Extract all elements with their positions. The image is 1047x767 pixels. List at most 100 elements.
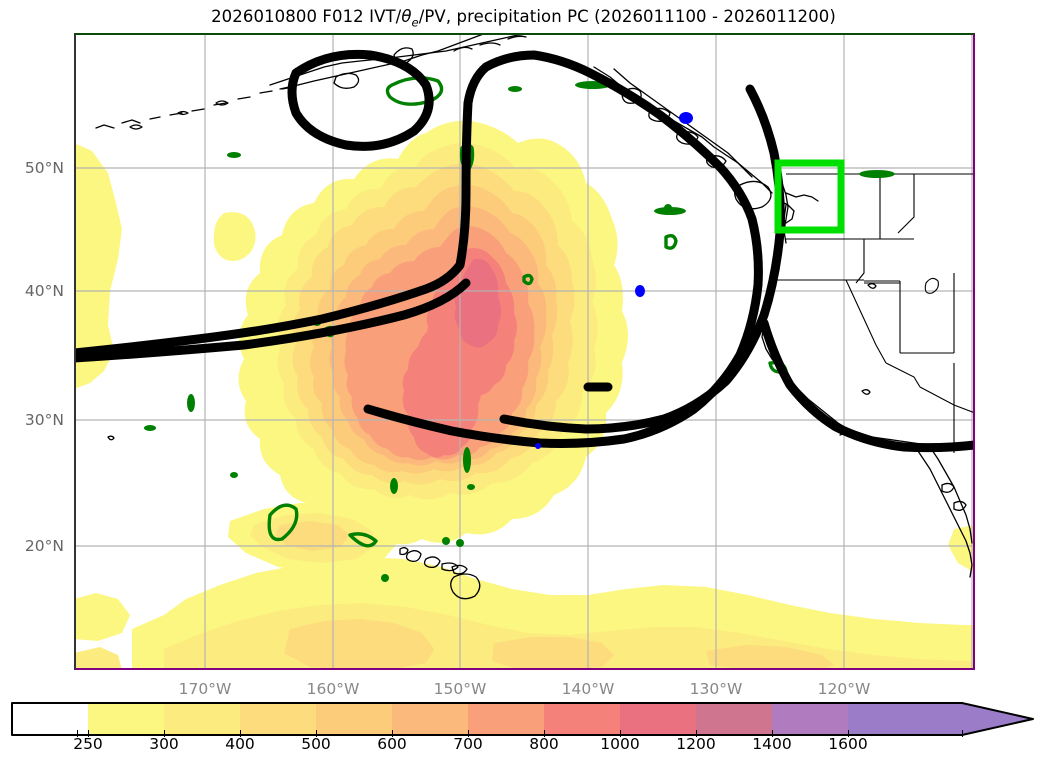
theta-e-marker-o	[664, 204, 672, 212]
border-ca-az	[885, 362, 921, 388]
blue-marker-b	[535, 443, 541, 449]
ivt-contour-250-se-sliver	[948, 525, 975, 573]
cb-label-800: 800	[529, 735, 559, 753]
xtick-label-160w: 160°W	[306, 680, 360, 698]
ivt-contour-400-south-band-c	[706, 645, 834, 670]
coast-baja-island-a	[941, 482, 955, 493]
ytick-label-50n: 50°N	[24, 159, 64, 177]
pv-contour-alaska-closed	[287, 49, 434, 151]
cb-seg-250	[88, 703, 164, 735]
cb-seg-1400	[772, 703, 848, 735]
coast-aleutian-islet-3	[215, 100, 229, 106]
theta-e-marker-l	[442, 537, 450, 545]
coast-aleutian-islet-1	[129, 124, 143, 130]
coast-aleutian-islet-2	[177, 110, 189, 116]
theta-e-marker-p	[859, 170, 895, 178]
coast-islet-a	[107, 435, 115, 441]
coast-vancouver-island	[734, 180, 772, 210]
title-middle: /PV, precipitation PC (	[418, 7, 601, 26]
theta-e-marker-j	[467, 484, 475, 490]
coast-hawaii-molokai	[441, 562, 459, 572]
cb-label-250: 250	[73, 735, 103, 753]
xtick-label-130w: 130°W	[689, 680, 743, 698]
blue-markers	[535, 112, 693, 449]
theta-e-contour-d	[664, 233, 678, 250]
coast-alaska-islands	[453, 35, 527, 52]
pv-contour-south-line	[74, 278, 471, 363]
xtick-label-150w: 150°W	[433, 680, 487, 698]
cb-label-300: 300	[149, 735, 179, 753]
title-suffix: )	[829, 7, 836, 26]
cb-seg-700	[468, 703, 544, 735]
cb-label-400: 400	[225, 735, 255, 753]
coast-islet-b	[867, 283, 877, 289]
precip-pc-box[interactable]	[774, 159, 845, 234]
cb-seg-400	[240, 703, 316, 735]
cb-outline-path	[11, 702, 1034, 736]
border-id-or	[855, 239, 865, 284]
cb-extend-arrow-max	[962, 703, 1033, 735]
theta-e-marker-k	[230, 472, 238, 478]
coast-hawaii-kauai	[405, 550, 422, 562]
theta-e-contour-b	[267, 503, 299, 542]
ivt-contour-400-hawaii-lobe	[276, 521, 350, 551]
coast-alaska-south	[269, 33, 537, 86]
ivt-contour-250-west	[74, 143, 122, 389]
coast-hawaii-maui	[451, 564, 468, 575]
political-borders	[774, 173, 975, 453]
theta-e-marker-h	[463, 447, 471, 473]
cb-label-700: 700	[453, 735, 483, 753]
ytick-label-20n: 20°N	[24, 537, 64, 555]
border-salt-lake	[924, 277, 939, 294]
ivt-contour-250-aleutian	[213, 212, 256, 261]
cb-seg-1200	[696, 703, 772, 735]
coast-alaska-kodiak	[333, 72, 360, 89]
colorbar-outline	[11, 702, 1034, 736]
xtick-label-120w: 120°W	[817, 680, 871, 698]
page-title: 2026010800 F012 IVT/θe/PV, precipitation…	[0, 7, 1047, 29]
pv-contour-south-arc	[74, 278, 975, 453]
cb-seg-800	[544, 703, 620, 735]
coast-baja	[913, 444, 973, 578]
coast-hawaii-oahu	[423, 556, 441, 569]
colorbar-svg	[11, 702, 1034, 736]
theta-e-marker-e	[144, 425, 156, 431]
colorbar[interactable]	[11, 702, 1036, 737]
cb-label-1400: 1400	[752, 735, 792, 753]
coast-hawaii-bigisland	[450, 573, 481, 600]
pv-contour-main-trough	[74, 50, 763, 448]
cb-seg-1600	[848, 703, 962, 735]
coast-baja-gulf	[929, 446, 973, 544]
coast-us-west	[761, 204, 929, 446]
blue-marker-a	[635, 285, 645, 297]
coast-baja-island-b	[953, 500, 967, 511]
cb-seg-500	[316, 703, 392, 735]
title-theta: θ	[401, 7, 412, 26]
border-ca-nv	[845, 279, 887, 364]
border-mt-id	[897, 174, 915, 234]
map-plot-area[interactable]	[74, 33, 975, 670]
theta-e-marker-f	[187, 394, 195, 412]
blue-marker-c	[679, 112, 693, 124]
theta-e-contour-f	[522, 273, 534, 286]
border-us-mexico	[919, 386, 975, 414]
coast-islet-c	[861, 389, 871, 395]
theta-e-marker-b	[508, 86, 522, 92]
cb-label-500: 500	[301, 735, 331, 753]
ivt-contour-250-bottomleft	[74, 647, 122, 670]
cb-label-1200: 1200	[676, 735, 716, 753]
coast-aleutians	[95, 86, 295, 129]
title-theta-subscript: e	[411, 15, 419, 30]
cb-label-600: 600	[377, 735, 407, 753]
theta-e-marker-n	[456, 539, 464, 547]
ytick-label-40n: 40°N	[24, 282, 64, 300]
title-window: 2026011100 - 2026011200	[600, 7, 830, 26]
title-prefix: 2026010800 F012 IVT/	[211, 7, 402, 26]
cb-seg-300	[164, 703, 240, 735]
ivt-filled-contours	[74, 120, 975, 670]
coast-hawaii-niihau	[399, 547, 409, 556]
ytick-label-30n: 30°N	[24, 411, 64, 429]
cb-seg-600	[392, 703, 468, 735]
theta-e-markers	[144, 81, 895, 582]
